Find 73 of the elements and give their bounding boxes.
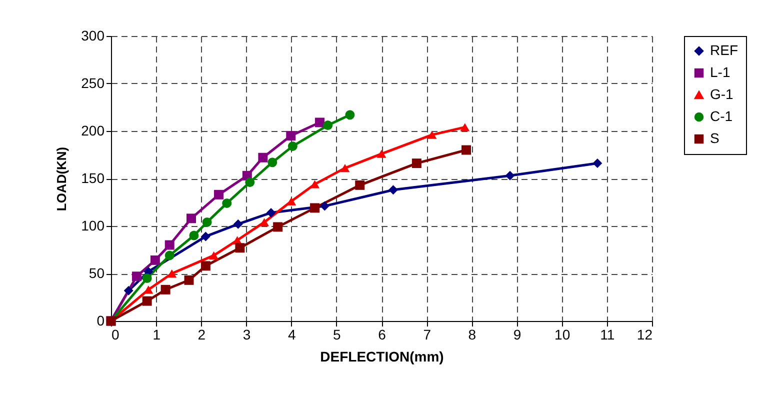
point: [144, 286, 154, 294]
x-tick-label: 4: [288, 326, 296, 342]
legend-label: L-1: [710, 64, 730, 80]
point: [320, 201, 330, 211]
x-tick-label: 2: [198, 326, 206, 342]
point: [200, 261, 210, 271]
point: [273, 222, 283, 232]
point: [233, 219, 243, 229]
y-tick-label: 250: [81, 75, 105, 91]
point: [189, 230, 199, 240]
point: [222, 198, 232, 208]
point: [323, 120, 333, 130]
point: [245, 178, 255, 188]
y-tick-label: 150: [81, 170, 105, 186]
point: [235, 243, 245, 253]
y-tick-label: 0: [96, 312, 105, 328]
x-tick-label: 3: [242, 326, 251, 342]
point: [202, 217, 212, 227]
legend-label: S: [710, 130, 720, 146]
point: [288, 141, 298, 151]
point: [124, 286, 134, 296]
point: [310, 180, 320, 188]
point: [167, 269, 177, 278]
point: [160, 284, 170, 294]
x-tick-label: 9: [513, 326, 522, 342]
point: [310, 203, 320, 213]
x-tick-label: 8: [468, 326, 476, 342]
point: [260, 218, 270, 226]
point: [150, 255, 160, 265]
x-tick-label: 10: [554, 326, 570, 342]
point: [505, 170, 515, 180]
point: [286, 197, 296, 206]
y-axis-title: LOAD(KN): [54, 146, 70, 212]
point: [200, 232, 210, 242]
point: [314, 118, 324, 128]
point: [142, 274, 152, 283]
point: [355, 180, 365, 190]
x-tick-label: 0: [112, 326, 120, 342]
y-tick-label: 200: [81, 122, 105, 138]
y-tick-label: 300: [81, 28, 105, 44]
point: [164, 250, 174, 260]
x-tick-label: 7: [423, 326, 432, 342]
point: [427, 130, 437, 139]
point: [268, 158, 278, 168]
x-tick-label: 5: [333, 326, 342, 342]
point: [388, 185, 398, 195]
legend-label: G-1: [710, 86, 734, 102]
point: [214, 190, 224, 200]
point: [258, 152, 268, 162]
point: [460, 123, 470, 132]
x-tick-label: 6: [378, 326, 386, 342]
point: [345, 110, 355, 120]
legend-label: C-1: [710, 108, 733, 124]
x-tick-label: 12: [636, 326, 653, 342]
y-tick-label: 50: [88, 265, 105, 281]
point: [592, 158, 602, 168]
point: [164, 240, 174, 250]
point: [132, 272, 142, 282]
point: [184, 275, 194, 285]
point: [412, 158, 422, 168]
point: [266, 208, 276, 218]
point: [286, 131, 296, 140]
point: [186, 214, 196, 224]
point: [340, 164, 350, 172]
point: [209, 251, 219, 260]
point: [462, 145, 471, 155]
x-tick-label: 1: [152, 326, 161, 342]
x-tick-label: 11: [600, 326, 615, 342]
legend-label: REF: [710, 42, 738, 58]
x-axis-title: DEFLECTION(mm): [320, 348, 444, 364]
point: [142, 296, 152, 306]
point: [376, 150, 386, 158]
y-tick-label: 100: [81, 218, 105, 234]
